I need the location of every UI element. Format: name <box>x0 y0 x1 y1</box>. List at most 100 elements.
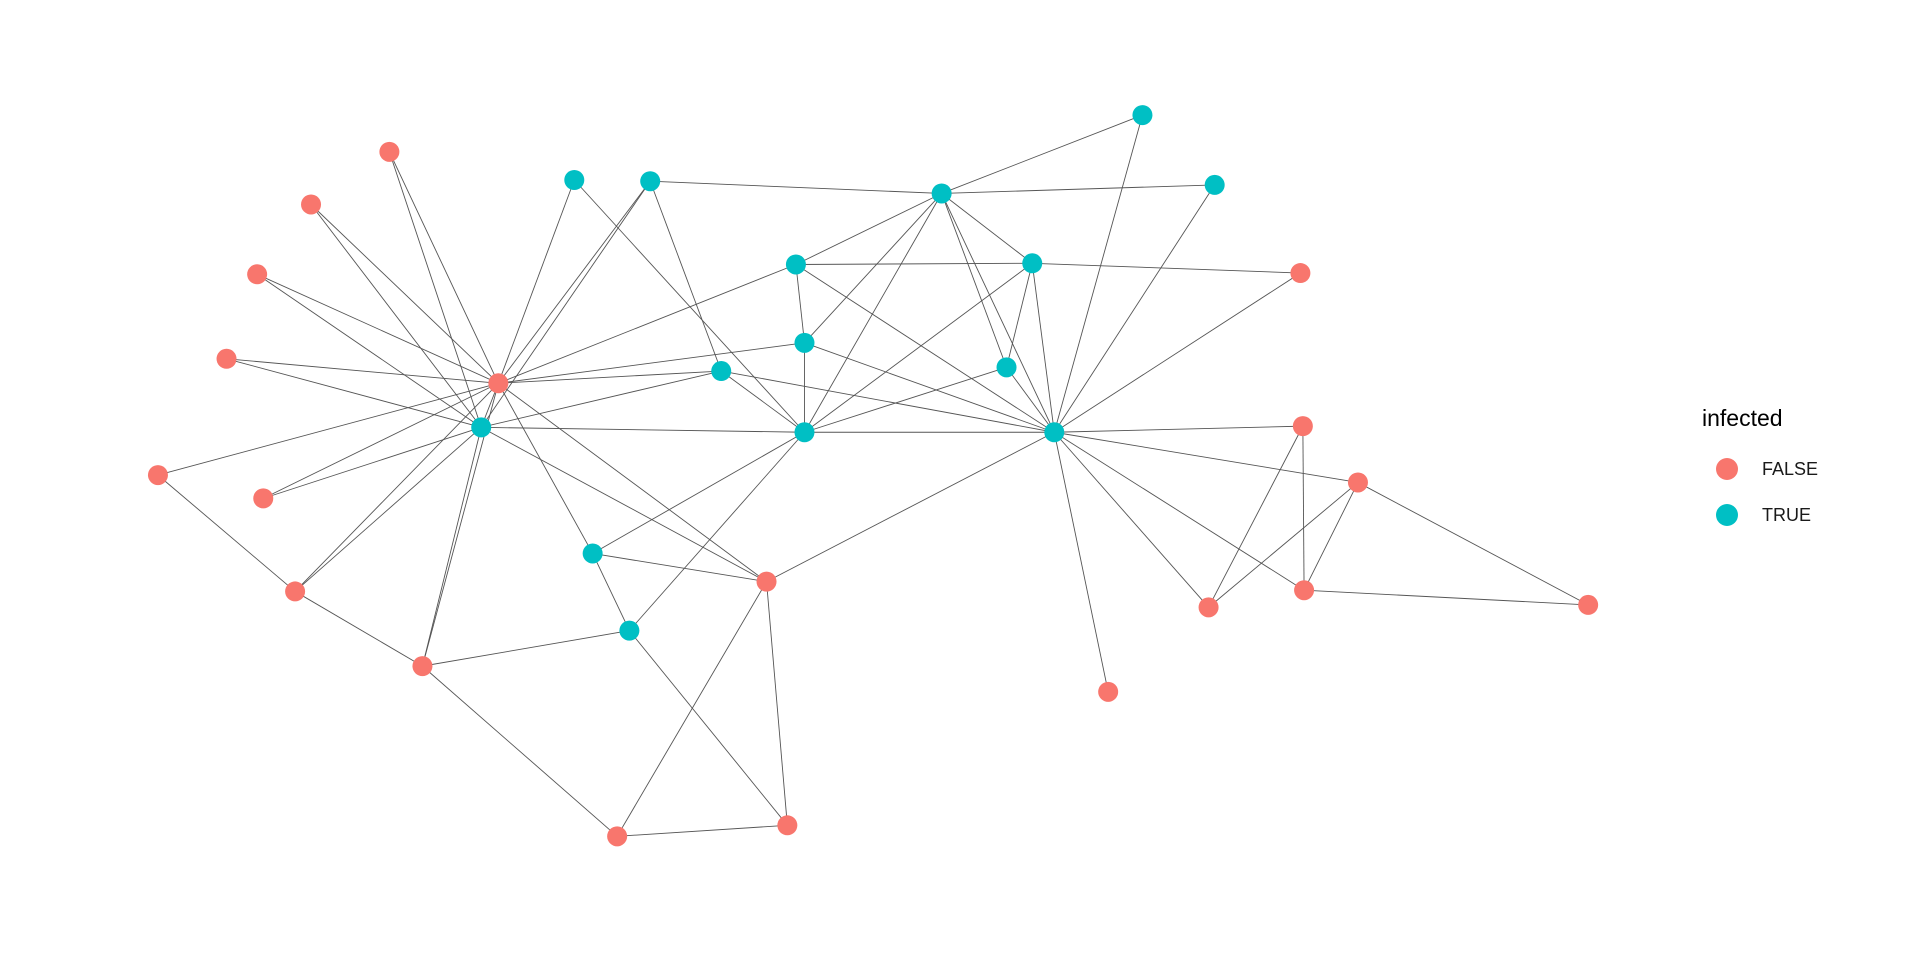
edges-layer <box>157 114 1589 837</box>
edge-T6-T13 <box>795 264 1055 433</box>
edge-T4-T13 <box>941 193 1055 433</box>
edge-T7-T13 <box>1031 263 1055 433</box>
edge-T14-R10 <box>592 553 767 583</box>
node-R12 <box>777 815 798 836</box>
edge-T13-R17 <box>1054 431 1305 591</box>
edge-T2-R5 <box>497 179 575 384</box>
edge-T15-R12 <box>629 630 788 826</box>
edge-R10-R12 <box>766 581 788 826</box>
node-T5 <box>1204 174 1225 195</box>
node-R15 <box>1347 472 1368 493</box>
node-T8 <box>794 332 815 353</box>
edge-T13-R13 <box>1054 272 1301 433</box>
edge-T11-T12 <box>481 426 805 433</box>
edge-T11-R10 <box>481 426 767 583</box>
node-T12 <box>794 422 815 443</box>
edge-R11-R12 <box>617 824 788 837</box>
edge-R6-R8 <box>157 474 296 592</box>
edge-R5-T6 <box>498 264 797 384</box>
edge-T3-T9 <box>649 181 722 372</box>
node-R2 <box>301 194 322 215</box>
edge-R4-R5 <box>226 358 499 384</box>
edge-T13-R14 <box>1054 425 1303 433</box>
legend: infected FALSE TRUE <box>1702 405 1818 538</box>
edge-R1-R5 <box>388 151 499 384</box>
edge-T14-T12 <box>592 431 805 554</box>
edge-T11-T9 <box>481 370 722 428</box>
node-R4 <box>216 348 237 369</box>
edge-R15-R18 <box>1357 482 1589 606</box>
legend-label-false: FALSE <box>1762 458 1819 479</box>
edge-T4-T5 <box>941 184 1215 194</box>
edge-R3-R5 <box>256 273 499 384</box>
node-T6 <box>785 254 806 275</box>
edge-T8-T13 <box>804 342 1055 433</box>
edge-T13-T5 <box>1053 184 1216 433</box>
edge-R9-R11 <box>422 665 618 837</box>
edge-T9-T12 <box>720 370 805 433</box>
edge-R14-R17 <box>1302 426 1305 591</box>
node-T1 <box>1132 105 1153 126</box>
edge-T4-T7 <box>941 193 1033 264</box>
node-R6 <box>147 465 168 486</box>
legend-label-true: TRUE <box>1762 504 1811 525</box>
edge-T3-T4 <box>650 180 942 194</box>
node-T15 <box>619 620 640 641</box>
edge-R9-T11 <box>422 427 482 667</box>
edge-T13-T1 <box>1053 114 1143 433</box>
edge-R9-T15 <box>422 630 630 667</box>
legend-title: infected <box>1702 405 1783 431</box>
edge-T9-T13 <box>721 370 1055 433</box>
node-R17 <box>1294 580 1315 601</box>
node-R9 <box>412 656 433 677</box>
edge-R10-R11 <box>616 581 767 837</box>
legend-item-true: TRUE <box>1702 492 1818 538</box>
edge-T3-R5 <box>498 180 651 384</box>
node-R11 <box>607 826 628 847</box>
edge-T7-T12 <box>804 262 1033 433</box>
edge-R8-T11 <box>294 427 482 592</box>
node-T2 <box>564 170 585 190</box>
node-R8 <box>285 581 306 602</box>
node-R10 <box>756 571 777 592</box>
edge-R3-T11 <box>256 273 482 428</box>
edge-T14-T15 <box>592 553 630 631</box>
edge-T15-T12 <box>629 431 805 631</box>
edge-T10-T12 <box>804 366 1007 433</box>
legend-dot-false <box>1716 458 1738 480</box>
edge-R14-R16 <box>1208 425 1304 608</box>
node-R5 <box>488 373 509 394</box>
edge-T4-T10 <box>941 193 1007 368</box>
edge-T4-T8 <box>804 193 942 344</box>
node-T14 <box>582 543 603 564</box>
node-T9 <box>711 361 732 382</box>
node-T7 <box>1022 253 1043 274</box>
edge-T10-T13 <box>1006 367 1055 433</box>
node-R14 <box>1292 416 1313 437</box>
edge-R8-R5 <box>294 382 499 592</box>
edge-R5-T14 <box>497 383 594 554</box>
node-R19 <box>1098 681 1119 702</box>
node-T4 <box>931 183 952 204</box>
node-T3 <box>640 171 661 192</box>
edge-R4-T11 <box>226 358 482 428</box>
edge-T4-T1 <box>941 114 1143 194</box>
edge-R10-T13 <box>766 431 1055 583</box>
node-T10 <box>996 357 1017 378</box>
edge-T13-R19 <box>1053 432 1109 692</box>
edge-T7-R13 <box>1032 262 1301 274</box>
edge-T2-T12 <box>573 179 805 433</box>
edge-T4-T12 <box>804 193 943 433</box>
legend-item-false: FALSE <box>1702 446 1818 492</box>
node-R16 <box>1198 597 1219 618</box>
edge-R5-T9 <box>498 370 722 384</box>
edge-R15-R16 <box>1208 482 1359 608</box>
edge-R7-R5 <box>263 382 499 499</box>
edge-R8-R9 <box>294 591 423 667</box>
node-T11 <box>471 417 492 438</box>
edge-R6-R5 <box>157 382 499 476</box>
edge-R5-T8 <box>498 342 805 384</box>
edge-R1-T11 <box>388 151 482 428</box>
edge-R17-R18 <box>1304 589 1589 606</box>
